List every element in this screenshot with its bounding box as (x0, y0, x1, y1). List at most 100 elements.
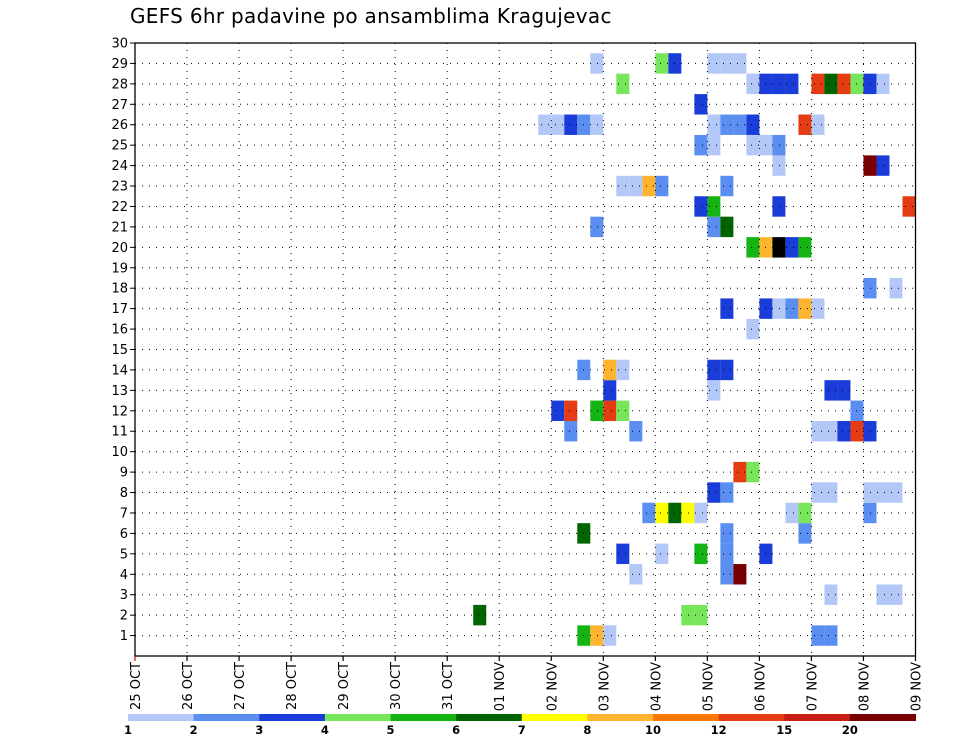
x-tick-label: 04 NOV (649, 662, 664, 711)
x-tick-label: 27 OCT (233, 662, 248, 710)
heatmap-cell (590, 114, 604, 135)
heatmap-cell (876, 482, 890, 503)
heatmap-cell (616, 400, 630, 422)
heatmap-cell (707, 216, 721, 238)
heatmap-cell (720, 298, 734, 319)
legend-label: 6 (452, 723, 460, 737)
y-tick-label: 17 (111, 302, 128, 317)
heatmap-cell (655, 53, 669, 74)
heatmap-cell (720, 114, 734, 135)
heatmap-cell (811, 114, 825, 135)
heatmap-cell (811, 421, 825, 442)
heatmap-cell (616, 175, 630, 197)
x-tick-label: 02 NOV (545, 662, 560, 711)
legend-label: 7 (518, 723, 526, 737)
y-tick-label: 24 (111, 159, 128, 174)
x-tick-label: 29 OCT (337, 662, 352, 710)
heatmap-cell (694, 543, 708, 565)
heatmap-cell (889, 482, 903, 503)
heatmap-cell (733, 461, 747, 483)
heatmap-cell (590, 53, 604, 74)
heatmap-cell (876, 73, 890, 95)
y-tick-label: 4 (120, 568, 128, 583)
heatmap-cell (902, 196, 916, 217)
heatmap-cell (772, 298, 786, 319)
heatmap-cell (590, 625, 604, 646)
x-tick-label: 06 NOV (753, 662, 768, 711)
heatmap-cell (551, 114, 565, 135)
heatmap-cell (785, 298, 799, 319)
heatmap-cell (720, 564, 734, 585)
legend-label: 12 (711, 723, 727, 737)
y-tick-label: 11 (111, 425, 128, 440)
legend-swatch (390, 714, 457, 721)
y-tick-label: 27 (111, 98, 128, 113)
y-tick-label: 6 (120, 527, 128, 542)
heatmap-cell (876, 155, 890, 176)
y-tick-label: 13 (111, 384, 128, 399)
legend-label: 5 (386, 723, 394, 737)
heatmap-cell (811, 298, 825, 319)
heatmap-cell (837, 73, 851, 95)
legend-swatch (193, 714, 260, 721)
heatmap-cell (694, 94, 708, 115)
x-tick-label: 28 OCT (285, 662, 300, 710)
heatmap-cell (876, 584, 890, 605)
heatmap-cell (655, 543, 669, 565)
heatmap-cell (681, 502, 695, 524)
y-tick-label: 18 (111, 282, 128, 297)
heatmap-cell (889, 277, 903, 299)
heatmap-cell (863, 502, 877, 524)
heatmap-cell (837, 421, 851, 442)
heatmap-cell (603, 380, 617, 401)
legend-label: 20 (842, 723, 858, 737)
heatmap-cell (603, 625, 617, 646)
heatmap-cell (824, 380, 838, 401)
heatmap-cell (720, 482, 734, 503)
heatmap-cell (824, 421, 838, 442)
heatmap-cell (746, 114, 760, 135)
x-tick-label: 31 OCT (441, 662, 456, 710)
heatmap-cell (889, 584, 903, 605)
y-tick-label: 7 (120, 506, 128, 521)
x-tick-label: 30 OCT (389, 662, 404, 710)
y-tick-label: 28 (111, 77, 128, 92)
y-tick-label: 20 (111, 241, 128, 256)
legend-swatch (521, 714, 588, 721)
heatmap-cell (772, 73, 786, 95)
legend-swatch (653, 714, 720, 721)
color-legend: 1 2 3 4 5 6 7 8 10 12 15 20 (124, 714, 917, 737)
heatmap-cell (733, 114, 747, 135)
heatmap-cell (590, 400, 604, 422)
x-tick-label: 09 NOV (910, 662, 925, 711)
legend-swatch (849, 714, 917, 721)
heatmap-cell (603, 359, 617, 381)
y-tick-label: 2 (120, 609, 128, 624)
heatmap-cell (811, 625, 825, 646)
heatmap-cell (785, 73, 799, 95)
y-axis: 1234567891011121314151617181920212223242… (111, 37, 135, 644)
heatmap-cell (655, 175, 669, 197)
heatmap-cell (785, 237, 799, 258)
heatmap-cell (798, 237, 812, 258)
y-tick-label: 9 (120, 466, 128, 481)
x-tick-label: 03 NOV (597, 662, 612, 711)
heatmap-cell (707, 482, 721, 503)
chart-title: GEFS 6hr padavine po ansamblima Kragujev… (130, 4, 612, 28)
heatmap-cell (707, 53, 721, 74)
legend-swatch (784, 714, 851, 721)
legend-label: 1 (124, 723, 132, 737)
legend-label: 4 (321, 723, 329, 737)
x-axis: 25 OCT 26 OCT 27 OCT 28 OCT 29 OCT 30 OCT 31 O… (129, 656, 925, 711)
legend-label: 10 (645, 723, 661, 737)
legend-swatch (128, 714, 195, 721)
heatmap-cell (616, 359, 630, 381)
heatmap-cell (863, 277, 877, 299)
heatmap-cell (707, 359, 721, 381)
heatmap-cell (694, 196, 708, 217)
y-tick-label: 8 (120, 486, 128, 501)
heatmap-cell (655, 502, 669, 524)
heatmap-cell (720, 175, 734, 197)
heatmap-cell (694, 134, 708, 156)
legend-label: 15 (776, 723, 792, 737)
